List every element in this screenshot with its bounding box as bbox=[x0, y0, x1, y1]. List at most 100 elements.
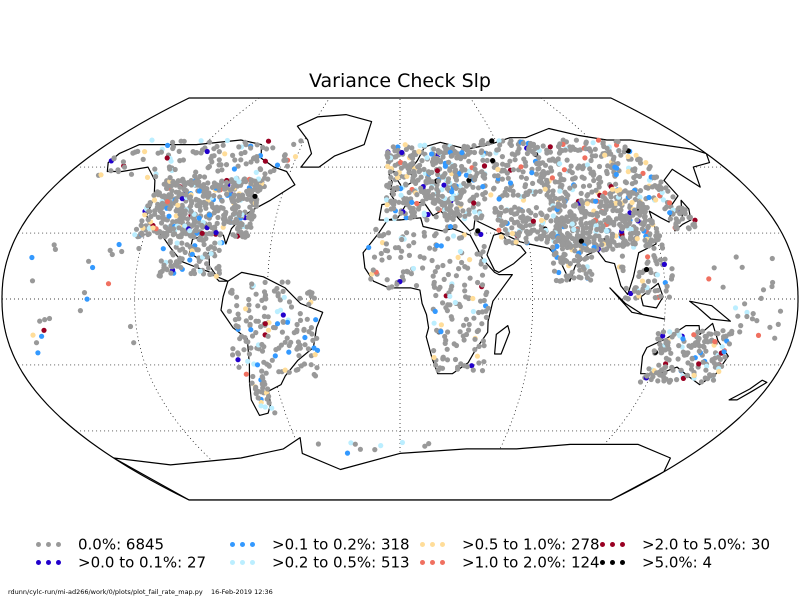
station-point bbox=[630, 240, 636, 247]
station-point bbox=[487, 151, 493, 157]
legend-marker bbox=[34, 540, 74, 550]
station-point bbox=[138, 222, 144, 228]
station-point bbox=[231, 166, 237, 172]
station-point bbox=[146, 208, 152, 215]
station-point bbox=[478, 261, 484, 267]
station-point bbox=[583, 220, 589, 227]
station-point bbox=[520, 213, 526, 219]
station-point bbox=[224, 179, 230, 186]
station-point bbox=[404, 173, 410, 179]
station-point bbox=[255, 395, 261, 401]
station-point bbox=[651, 348, 657, 354]
station-point bbox=[421, 212, 427, 218]
station-point bbox=[480, 173, 486, 179]
station-point bbox=[581, 266, 587, 272]
station-point bbox=[480, 191, 486, 197]
station-point bbox=[466, 181, 472, 187]
station-point bbox=[643, 266, 650, 273]
station-point bbox=[33, 340, 40, 346]
station-point bbox=[470, 367, 476, 373]
station-point bbox=[243, 230, 249, 236]
station-point bbox=[475, 279, 481, 286]
station-point bbox=[584, 162, 591, 168]
station-point bbox=[383, 241, 389, 247]
station-point bbox=[552, 195, 559, 201]
station-point bbox=[629, 199, 635, 206]
station-point bbox=[542, 186, 548, 192]
station-point bbox=[593, 187, 599, 193]
station-point bbox=[559, 278, 565, 284]
station-point bbox=[744, 313, 750, 320]
station-point bbox=[142, 212, 148, 218]
station-point bbox=[162, 181, 168, 187]
station-point bbox=[580, 183, 587, 189]
station-point bbox=[198, 150, 204, 156]
station-point bbox=[258, 166, 264, 173]
station-point bbox=[536, 165, 542, 172]
station-point bbox=[145, 203, 151, 209]
station-point bbox=[760, 287, 767, 293]
station-point bbox=[372, 447, 378, 453]
station-point bbox=[557, 188, 563, 194]
station-point bbox=[177, 184, 183, 190]
station-point bbox=[550, 230, 556, 237]
station-point bbox=[159, 200, 165, 206]
station-point bbox=[398, 165, 404, 171]
footer-timestamp: 16-Feb-2019 12:36 bbox=[211, 588, 273, 596]
station-point bbox=[253, 169, 259, 175]
station-point bbox=[274, 162, 281, 168]
station-point bbox=[573, 216, 579, 222]
station-point bbox=[503, 186, 510, 192]
station-point bbox=[165, 194, 171, 200]
station-point bbox=[658, 185, 664, 191]
station-point bbox=[636, 273, 642, 279]
station-point bbox=[236, 179, 242, 185]
station-point bbox=[476, 360, 482, 366]
station-point bbox=[111, 156, 117, 162]
station-point bbox=[649, 220, 655, 226]
station-point bbox=[435, 206, 441, 212]
station-point bbox=[270, 145, 276, 151]
station-point bbox=[733, 254, 739, 260]
station-point bbox=[478, 231, 484, 237]
station-point bbox=[148, 213, 154, 220]
station-point bbox=[458, 235, 465, 241]
station-point bbox=[571, 275, 577, 281]
station-point bbox=[591, 236, 597, 243]
station-point bbox=[650, 374, 656, 380]
station-point bbox=[707, 372, 713, 378]
station-point bbox=[739, 264, 745, 270]
station-point bbox=[399, 248, 405, 254]
station-point bbox=[39, 333, 45, 339]
station-point bbox=[107, 247, 113, 253]
station-point bbox=[560, 137, 566, 143]
station-point bbox=[471, 315, 477, 321]
station-point bbox=[667, 210, 673, 216]
station-point bbox=[309, 290, 315, 296]
station-point bbox=[396, 199, 402, 205]
station-point bbox=[470, 194, 476, 200]
station-point bbox=[453, 167, 459, 173]
station-point bbox=[177, 216, 183, 223]
station-point bbox=[750, 311, 756, 317]
station-point bbox=[138, 230, 145, 236]
station-point bbox=[645, 278, 652, 284]
station-point bbox=[280, 312, 286, 318]
station-point bbox=[700, 359, 706, 365]
station-point bbox=[206, 265, 212, 271]
station-point bbox=[461, 363, 468, 369]
station-point bbox=[243, 179, 249, 185]
station-point bbox=[538, 217, 545, 223]
station-point bbox=[406, 189, 412, 196]
station-point bbox=[180, 178, 187, 184]
station-point bbox=[679, 216, 686, 222]
station-point bbox=[438, 329, 444, 335]
station-point bbox=[434, 186, 440, 192]
station-point bbox=[471, 143, 477, 149]
station-point bbox=[427, 245, 433, 251]
legend-label: >0.1 to 0.2%: 318 bbox=[272, 535, 410, 554]
station-point bbox=[215, 168, 221, 174]
station-point bbox=[769, 283, 775, 290]
station-point bbox=[479, 321, 485, 327]
station-point bbox=[444, 186, 450, 192]
